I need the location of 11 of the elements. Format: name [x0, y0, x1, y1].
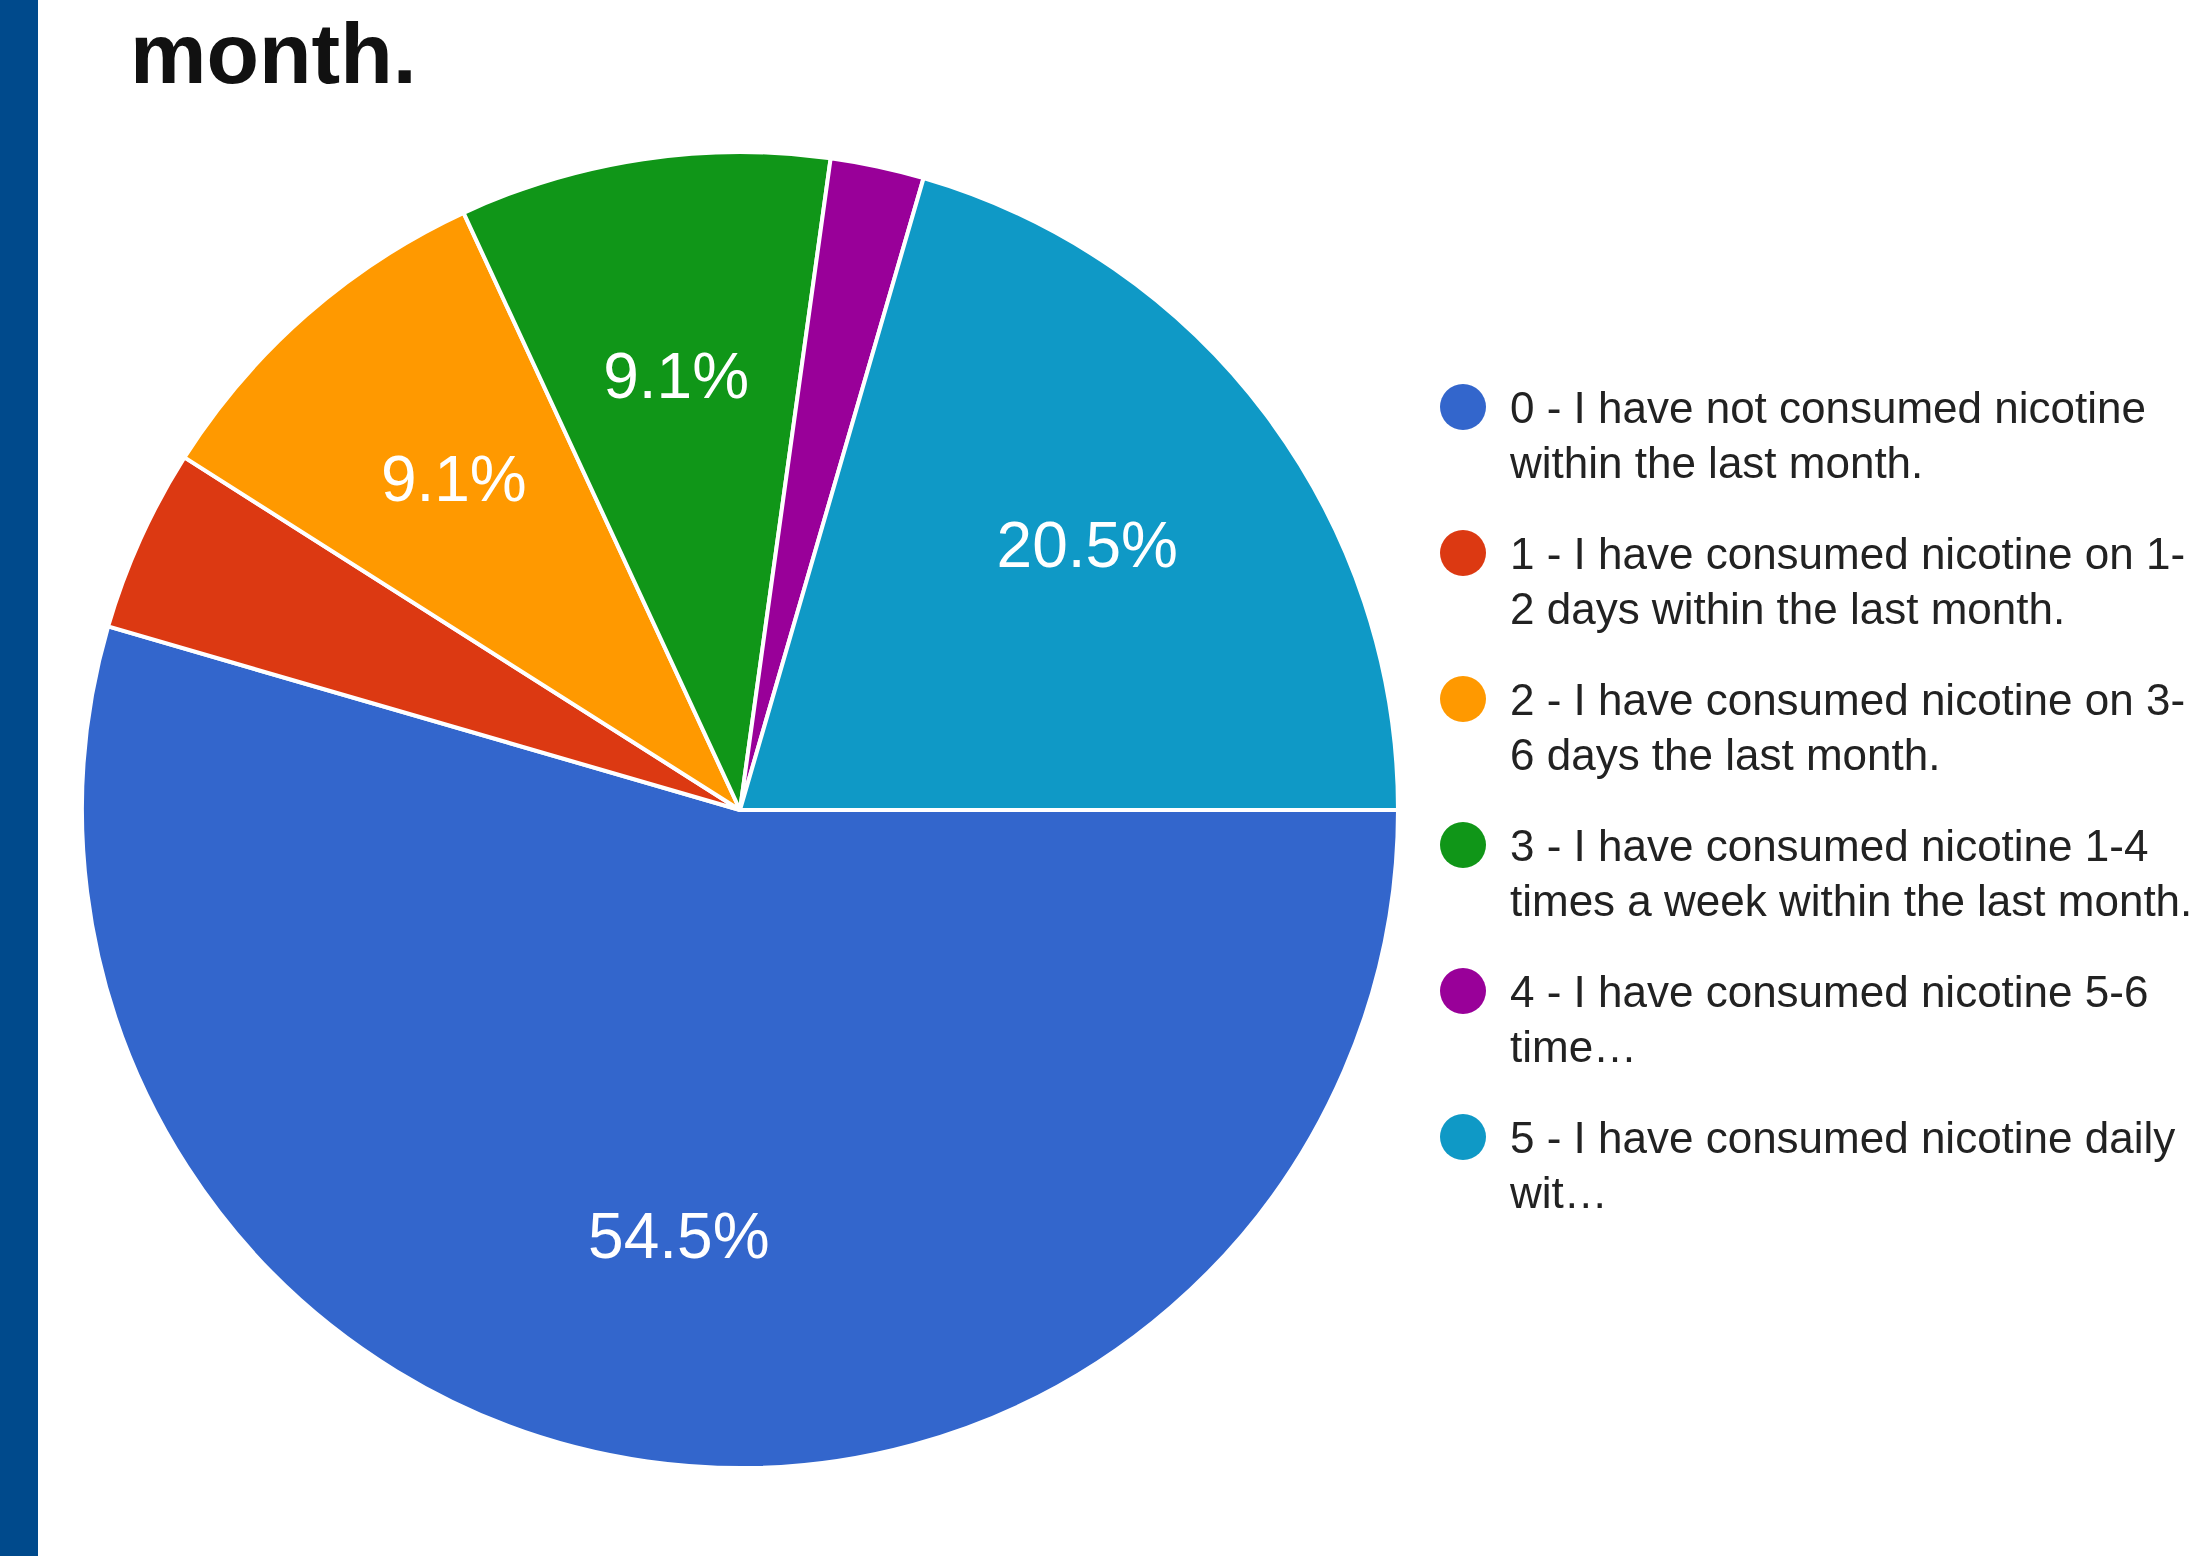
legend-label: 3 - I have consumed nicotine 1-4 times a week within the last month.	[1510, 820, 2194, 927]
data-label: 9.1%	[603, 340, 750, 413]
legend-label: 1 - I have consumed nicotine on 1-2 days within the last month.	[1510, 528, 2187, 635]
data-label: 9.1%	[380, 442, 527, 515]
data-label: 54.5%	[588, 1199, 770, 1272]
legend-label: 4 - I have consumed nicotine 5-6 time…	[1510, 966, 2150, 1073]
legend-label: 2 - I have consumed nicotine on 3-6 days the last month.	[1510, 674, 2187, 781]
chart-title: month.	[130, 5, 417, 101]
legend-label: 0 - I have not consumed nicotine within the last month.	[1510, 382, 2147, 489]
data-label: 20.5%	[996, 508, 1179, 581]
legend-label: 5 - I have consumed nicotine daily wit…	[1510, 1112, 2177, 1219]
